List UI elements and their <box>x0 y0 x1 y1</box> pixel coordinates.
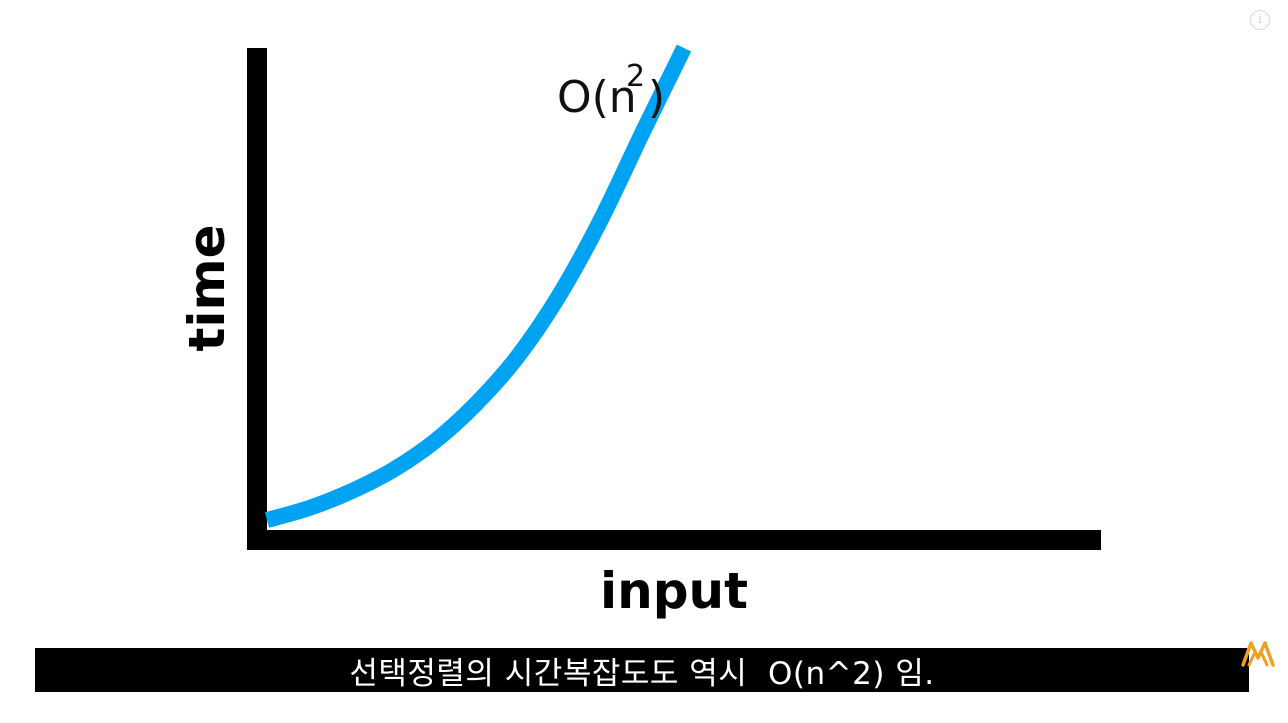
subtitle-bar: 선택정렬의 시간복잡도도 역시 O(n^2) 임. <box>35 648 1249 692</box>
chart: time input O(n 2 ) <box>178 44 1101 620</box>
annotation-superscript: 2 <box>626 59 645 94</box>
x-axis-label: input <box>600 562 748 620</box>
curve-annotation: O(n 2 ) <box>557 59 665 123</box>
series-line-0 <box>264 44 692 528</box>
subtitle-text: 선택정렬의 시간복잡도도 역시 O(n^2) 임. <box>349 655 935 692</box>
annotation-base: O(n <box>557 72 637 123</box>
chart-axes <box>247 48 1101 550</box>
info-icon[interactable]: i <box>1250 10 1270 30</box>
chart-series <box>264 44 692 528</box>
annotation-close: ) <box>648 72 665 123</box>
channel-logo-icon <box>1241 641 1275 667</box>
y-axis-label: time <box>178 224 236 351</box>
